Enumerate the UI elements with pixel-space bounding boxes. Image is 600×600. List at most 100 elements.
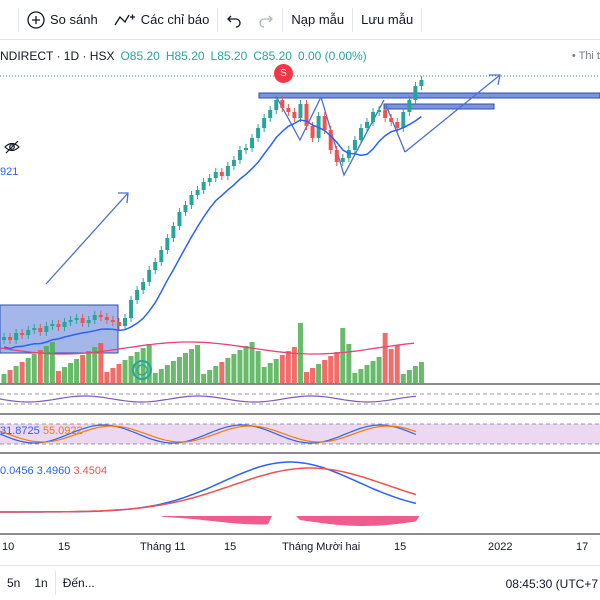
candle <box>407 100 412 112</box>
buy-signal-marker <box>132 360 152 380</box>
sell-signal-badge[interactable]: S <box>274 64 293 83</box>
candle <box>389 118 394 122</box>
volume-bar <box>104 372 110 384</box>
clock-display[interactable]: 08:45:30 (UTC+7 <box>506 566 600 600</box>
range-5n-button[interactable]: 5n <box>7 576 21 590</box>
volume-bar <box>195 345 201 384</box>
stoch-d-value: 55.0922 <box>42 425 83 437</box>
candle <box>237 150 242 160</box>
candle <box>50 324 55 326</box>
volume-bar <box>267 363 273 384</box>
candle <box>207 178 212 182</box>
candle <box>159 250 164 262</box>
range-1n-button[interactable]: 1n <box>34 576 48 590</box>
toolbar-separator <box>282 7 284 32</box>
candle <box>20 333 25 335</box>
volume-bar <box>43 346 49 384</box>
volume-bar <box>207 370 213 384</box>
candle <box>334 150 339 162</box>
candle <box>365 122 369 128</box>
volume-bar <box>358 369 364 384</box>
clock-label: 08:45:30 (UTC+7 <box>505 576 598 591</box>
redo-icon <box>258 12 274 28</box>
candle <box>286 108 291 112</box>
candle <box>213 172 218 178</box>
save-template-label: Lưu mẫu <box>361 12 414 27</box>
macd-signal-value: 3.4960 <box>36 465 71 477</box>
candle <box>86 320 91 323</box>
volume-bar <box>164 365 170 384</box>
pattern-lines <box>275 74 501 177</box>
candle <box>74 318 79 320</box>
candle <box>371 112 376 122</box>
candle <box>147 270 152 282</box>
volume-bar <box>13 366 19 384</box>
bottom-toolbar: 5n 1n Đến... 08:45:30 (UTC+7 <box>0 565 600 600</box>
candle <box>165 238 170 250</box>
volume-bar <box>340 328 346 384</box>
high-value: H85.20 <box>165 49 205 63</box>
undo-icon <box>226 12 242 28</box>
indicators-icon <box>114 11 136 29</box>
volume-bar <box>68 363 74 384</box>
redo-button[interactable] <box>250 0 282 40</box>
price-chart[interactable] <box>0 40 600 565</box>
candle <box>231 160 236 166</box>
load-template-button[interactable]: Nạp mẫu <box>283 0 352 40</box>
candle <box>256 128 261 138</box>
rsi-line <box>0 395 417 403</box>
candle <box>328 130 333 150</box>
volume-bar <box>92 347 98 384</box>
volume-bar <box>382 333 388 384</box>
save-template-button[interactable]: Lưu mẫu <box>353 0 421 40</box>
volume-bar <box>122 360 128 384</box>
stoch-d-line <box>0 425 417 443</box>
candle <box>310 126 315 138</box>
time-axis-label: Tháng 11 <box>140 541 186 553</box>
volume-average-line <box>0 341 415 355</box>
visibility-toggle-icon[interactable] <box>4 140 20 157</box>
close-value: C85.20 <box>253 49 292 63</box>
macd-signal-line <box>0 467 417 513</box>
candle <box>189 195 194 205</box>
toolbar-separator <box>217 7 219 32</box>
compare-button[interactable]: So sánh <box>19 0 106 40</box>
low-value: L85.20 <box>210 49 248 63</box>
goto-date-button[interactable]: Đến... <box>62 576 95 590</box>
indicators-button[interactable]: Các chỉ báo <box>106 0 218 40</box>
candle <box>262 118 267 128</box>
candle <box>141 282 146 290</box>
time-axis-label: 15 <box>394 541 407 553</box>
volume-bar <box>418 362 424 384</box>
candle <box>219 172 224 176</box>
candle <box>225 166 230 176</box>
candle <box>244 148 248 150</box>
macd-values: 0.0456 3.4960 3.4504 <box>0 465 107 477</box>
volume-bar <box>249 342 255 384</box>
volume-bar <box>86 351 92 384</box>
indicator-partial-value: 921 <box>0 166 19 178</box>
trend-arrow <box>45 192 129 285</box>
buy-signal-marker-inner <box>136 364 148 376</box>
candle <box>68 320 73 322</box>
volume-bar <box>110 368 116 384</box>
volume-bar <box>237 350 243 384</box>
volume-bar <box>183 353 188 384</box>
candle <box>383 110 388 118</box>
candle <box>123 318 127 326</box>
compare-label: So sánh <box>50 12 98 27</box>
volume-series <box>1 323 424 384</box>
volume-bar <box>74 359 80 384</box>
volume-bar <box>201 374 207 384</box>
volume-bar <box>291 347 297 384</box>
toolbar-separator <box>421 7 423 32</box>
undo-button[interactable] <box>218 0 250 40</box>
volume-bar <box>176 357 182 384</box>
top-toolbar: So sánh Các chỉ báo Nạp mẫu Lưu mẫu <box>0 0 600 40</box>
stoch-k-value: 31.8725 <box>0 425 40 437</box>
time-axis-label: 15 <box>224 541 237 553</box>
moving-average-line <box>3 115 422 350</box>
volume-bar <box>152 373 158 384</box>
symbol-legend[interactable]: NDIRECT · 1D · HSX O85.20 H85.20 L85.20 … <box>0 49 367 63</box>
resistance-zone <box>383 103 495 110</box>
